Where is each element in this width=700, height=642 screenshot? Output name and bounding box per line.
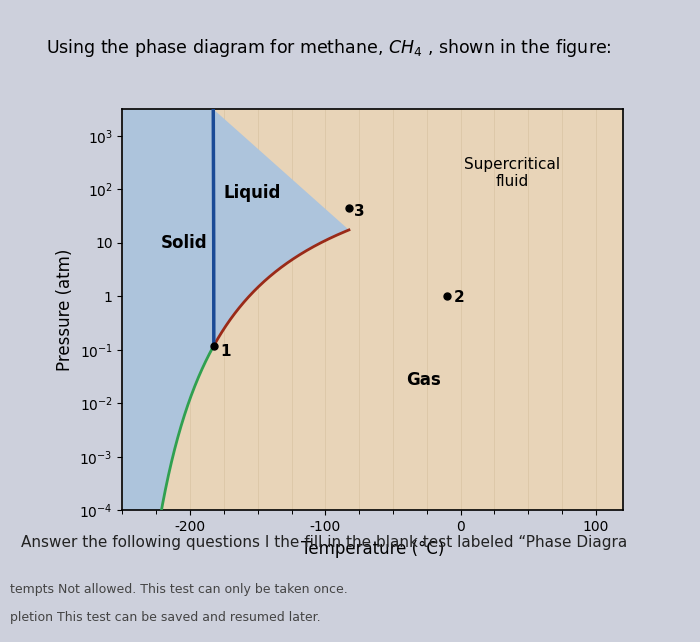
Text: Supercritical
fluid: Supercritical fluid — [464, 157, 560, 189]
Text: pletion This test can be saved and resumed later.: pletion This test can be saved and resum… — [10, 611, 321, 624]
Y-axis label: Pressure (atm): Pressure (atm) — [56, 248, 74, 371]
Text: 1: 1 — [220, 343, 231, 359]
Text: Gas: Gas — [407, 371, 441, 389]
Text: tempts Not allowed. This test can only be taken once.: tempts Not allowed. This test can only b… — [10, 583, 349, 596]
X-axis label: Temperature (°C): Temperature (°C) — [301, 540, 444, 558]
Text: 2: 2 — [454, 290, 465, 304]
Polygon shape — [102, 109, 214, 564]
Polygon shape — [214, 109, 349, 345]
Text: Solid: Solid — [160, 234, 207, 252]
Text: 3: 3 — [354, 204, 365, 219]
Text: Liquid: Liquid — [224, 184, 281, 202]
Text: Answer the following questions I the fill in the blank test labeled “Phase Diagr: Answer the following questions I the fil… — [21, 535, 627, 550]
Text: Using the phase diagram for methane, $\mathit{CH}_4$ , shown in the figure:: Using the phase diagram for methane, $\m… — [46, 37, 611, 59]
